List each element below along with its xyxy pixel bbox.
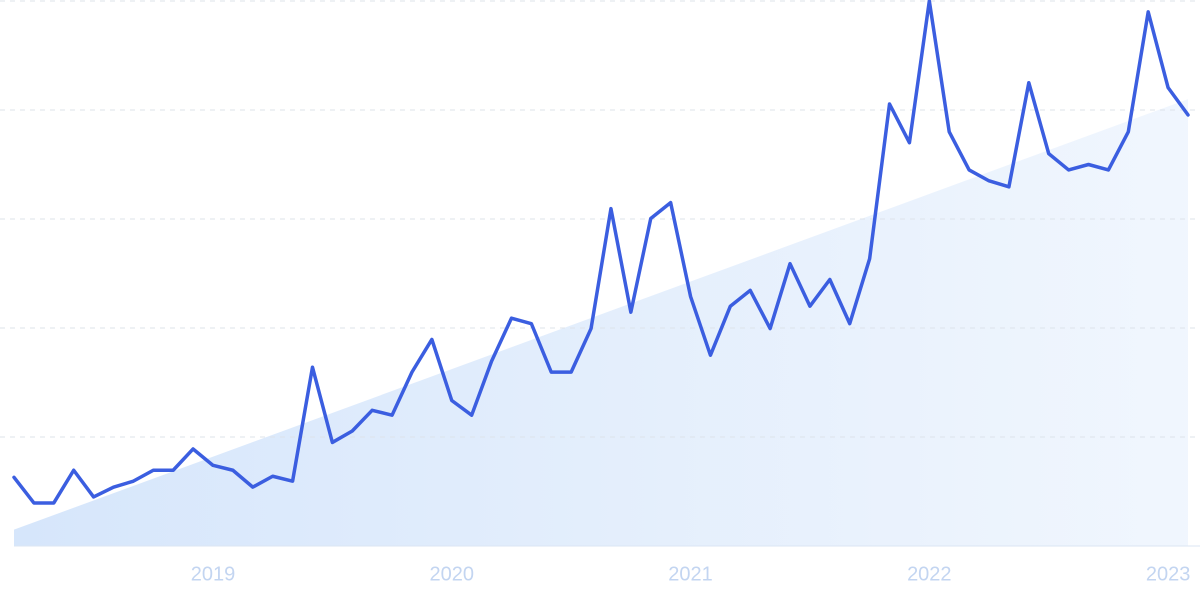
- x-tick-label: 2023: [1146, 563, 1191, 585]
- x-tick-label: 2022: [907, 563, 952, 585]
- data-line: [12, 0, 1190, 505]
- trend-area: [14, 99, 1188, 546]
- x-tick-label: 2020: [430, 563, 475, 585]
- x-tick-label: 2019: [191, 563, 236, 585]
- x-tick-label: 2021: [668, 563, 713, 585]
